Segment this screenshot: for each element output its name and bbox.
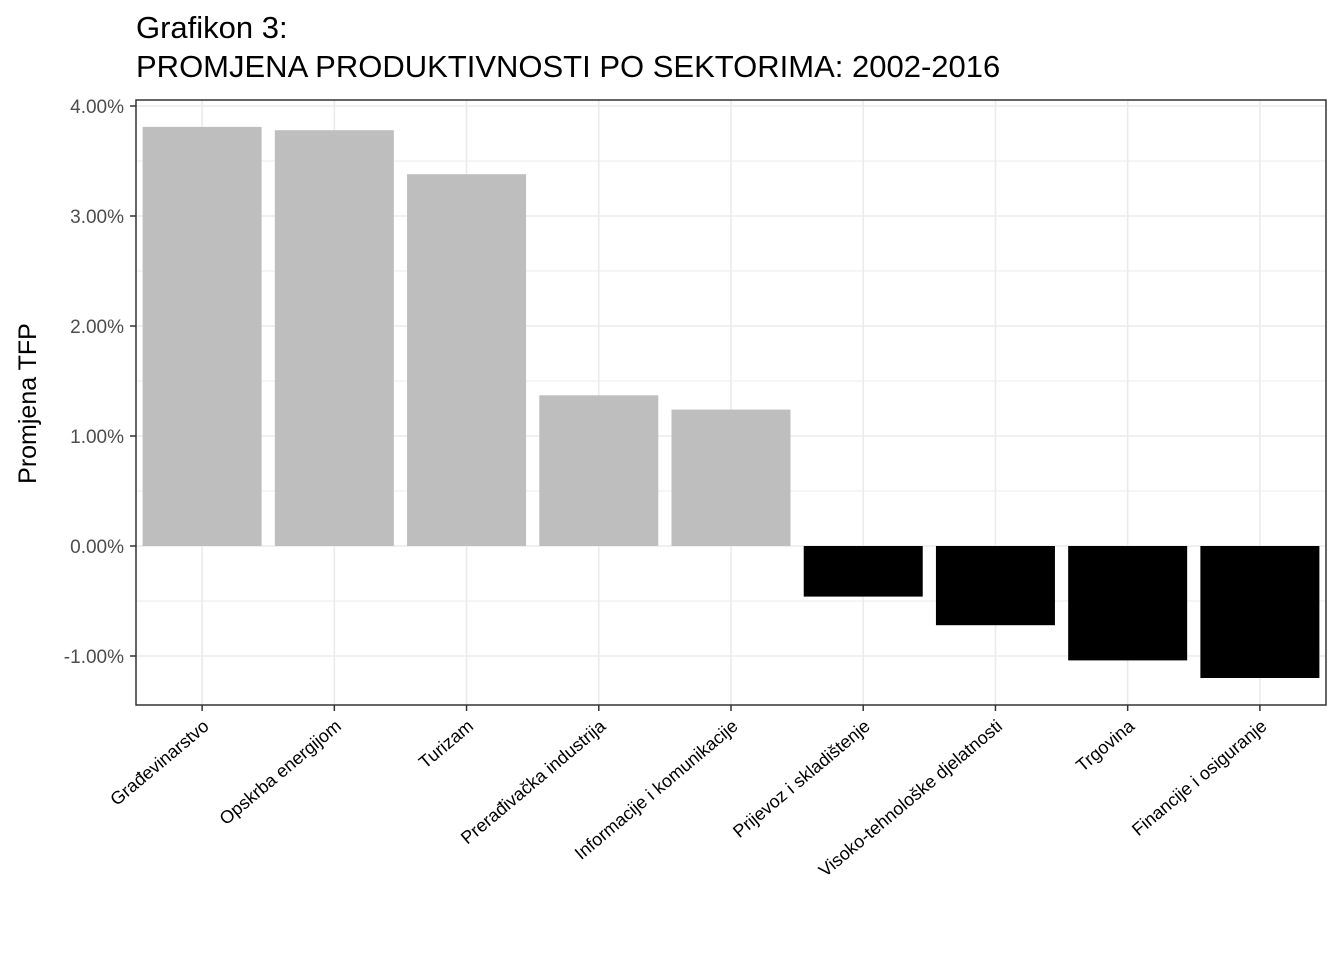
y-axis-label: Promjena TFP — [14, 323, 42, 484]
x-tick-label-0: Građevinarstvo — [106, 716, 212, 810]
bar-4 — [671, 409, 791, 546]
y-tick-label-0: -1.00% — [64, 647, 124, 668]
bar-7 — [1068, 546, 1188, 661]
y-tick-label-1: 0.00% — [70, 537, 124, 558]
x-axis: Građevinarstvo Opskrba energijom TurizamPr… — [106, 705, 1270, 881]
chart-title-line2: PROMJENA PRODUKTIVNOSTI PO SEKTORIMA: 20… — [136, 49, 1001, 84]
bar-5 — [803, 546, 923, 597]
bar-2 — [407, 174, 527, 546]
x-tick-label-2: Turizam — [415, 716, 477, 773]
bar-0 — [142, 126, 262, 547]
bar-8 — [1200, 546, 1320, 678]
y-tick-label-3: 2.00% — [70, 317, 124, 338]
x-tick-label-1: Opskrba energijom — [216, 716, 345, 829]
y-tick-label-4: 3.00% — [70, 207, 124, 228]
y-tick-label-2: 1.00% — [70, 427, 124, 448]
bars — [142, 126, 1320, 678]
bar-1 — [274, 130, 394, 546]
y-axis: -1.00% 0.00% 1.00% 2.00% 3.00% 4.00% — [64, 97, 136, 668]
bar-6 — [935, 546, 1055, 626]
y-tick-label-5: 4.00% — [70, 97, 124, 118]
bar-3 — [539, 395, 659, 546]
x-tick-label-8: Financije i osiguranje — [1128, 716, 1270, 840]
chart-title-line1: Grafikon 3: — [136, 10, 288, 45]
x-tick-label-5: Prijevoz i skladištenje — [729, 716, 874, 842]
x-tick-label-7: Trgovina — [1072, 715, 1139, 776]
x-tick-label-3: Prerađivačka industrija — [457, 715, 610, 848]
